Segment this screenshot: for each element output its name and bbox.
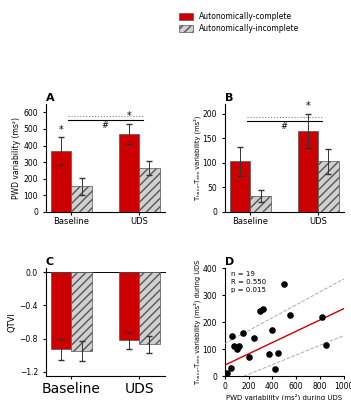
Y-axis label: PWD variability (ms²): PWD variability (ms²) (12, 117, 21, 199)
Bar (139, 272, 160, 344)
Point (323, 342, 329, 348)
Text: n = 19
R = 0.550
p = 0.015: n = 19 R = 0.550 p = 0.015 (231, 271, 266, 293)
Point (258, 308, 263, 314)
Point (228, 365, 233, 371)
Y-axis label: Tₕₐₓₓ-Tₐₙₐ variability (ms²): Tₕₐₓₓ-Tₐₙₐ variability (ms²) (194, 116, 201, 200)
Bar (298, 131, 318, 212)
Text: #: # (102, 121, 109, 130)
Bar (318, 162, 339, 212)
Bar (250, 196, 271, 212)
Text: A: A (46, 93, 54, 103)
Point (229, 332, 234, 339)
Bar (119, 272, 139, 340)
Bar (119, 134, 139, 212)
Point (272, 366, 278, 372)
Legend: Autonomically-complete, Autonomically-incomplete: Autonomically-complete, Autonomically-in… (179, 12, 299, 33)
Point (320, 314, 325, 320)
Bar (230, 162, 250, 212)
Text: D: D (225, 257, 234, 267)
X-axis label: PWD variability (ms²) during UDS: PWD variability (ms²) during UDS (226, 393, 342, 400)
Point (231, 343, 237, 350)
Point (270, 327, 275, 333)
Text: #: # (281, 122, 288, 131)
Bar (51, 272, 71, 350)
Text: *: * (59, 124, 64, 134)
Point (276, 350, 281, 356)
Point (282, 281, 287, 288)
Point (260, 305, 266, 312)
Y-axis label: QTVI: QTVI (8, 312, 17, 332)
Text: C: C (46, 257, 54, 267)
Point (252, 335, 257, 342)
Point (287, 312, 293, 318)
Text: *: * (127, 111, 131, 121)
Text: B: B (225, 93, 233, 103)
Y-axis label: Tₕₐₓₓ-Tₐₙₐ variability (ms²) during UDS: Tₕₐₓₓ-Tₐₙₐ variability (ms²) during UDS (193, 260, 201, 384)
Point (234, 346, 239, 352)
Bar (139, 168, 160, 212)
Bar (71, 272, 92, 351)
Bar (51, 151, 71, 212)
Point (246, 354, 251, 360)
Bar (71, 186, 92, 212)
Point (224, 370, 230, 376)
Point (266, 351, 272, 358)
Point (236, 343, 242, 350)
Text: *: * (306, 101, 310, 111)
Point (240, 330, 245, 336)
